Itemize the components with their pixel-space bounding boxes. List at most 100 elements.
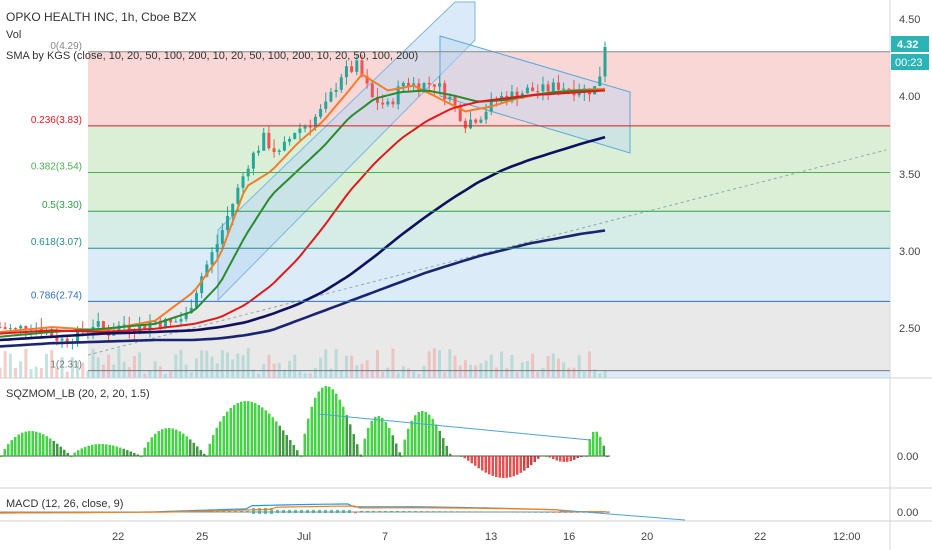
sqzmom-bar (122, 448, 125, 456)
macd-histogram-bar (408, 511, 411, 513)
sqzmom-bar (236, 403, 239, 456)
volume-bar (96, 357, 100, 378)
volume-bar (339, 369, 343, 378)
price-tick: 2.50 (899, 323, 920, 335)
sqzmom-bar (509, 456, 512, 478)
sqzmom-bar (56, 443, 59, 456)
sqzmom-bar (431, 418, 434, 456)
sqzmom-bar (310, 406, 313, 456)
macd-histogram-bar (570, 512, 573, 513)
volume-bar (536, 371, 540, 378)
volume-bar (329, 368, 333, 378)
sqzmom-bar (417, 412, 420, 456)
sqzmom-bar (331, 389, 334, 456)
volume-bar (577, 355, 581, 378)
price-axis[interactable]: 4.50 4.00 3.50 3.00 2.50 (899, 14, 920, 335)
volume-bar (153, 361, 157, 378)
sqzmom-bar (91, 444, 94, 456)
candle-body (169, 319, 173, 323)
sqzmom-bar (356, 444, 359, 456)
sqzmom-bar (119, 447, 122, 456)
candle-body (551, 82, 555, 92)
volume-bar (86, 370, 90, 378)
sqzmom-bar (580, 456, 583, 457)
candle-body (350, 66, 354, 72)
macd-histogram-bar (354, 512, 357, 514)
candle-body (556, 82, 560, 90)
sqzmom-bar (342, 406, 345, 456)
sqzmom-bar (296, 450, 299, 456)
macd-histogram-bar (348, 509, 351, 514)
candle-body (298, 128, 302, 133)
fib-band (88, 51, 890, 126)
candle-body (96, 321, 100, 327)
sqzmom-bar (602, 445, 605, 456)
macd-histogram-bar (252, 507, 255, 515)
fibonacci-labels: 0(4.29) 0.236(3.83) 0.382(3.54) 0.5(3.30) 0.… (31, 41, 890, 372)
macd-histogram-bar (420, 511, 423, 513)
sqzmom-bar (328, 386, 331, 456)
candle-body (489, 98, 493, 112)
sma-legend-label[interactable]: SMA by KGS (close, 10, 20, 50, 100, 200,… (6, 50, 418, 62)
candle-body (220, 230, 224, 244)
sqzmom-bar (410, 420, 413, 456)
macd-histogram-bar (486, 511, 489, 513)
volume-bar (319, 357, 323, 378)
candle-body (122, 324, 126, 326)
candle-body (267, 132, 271, 149)
sqzmom-bar (226, 411, 229, 456)
candle-body (458, 105, 462, 121)
macd-histogram-bar (456, 511, 459, 513)
sqzmom-bar (285, 435, 288, 456)
sqzmom-bar (360, 456, 363, 457)
macd-histogram-bar (228, 511, 231, 513)
macd-histogram-bar (504, 511, 507, 513)
sqzmom-bar (229, 407, 232, 456)
sqzmom-bar (400, 456, 403, 457)
macd-histogram-bar (240, 510, 243, 513)
sqzmom-legend[interactable]: SQZMOM_LB (20, 2, 20, 1.5) (6, 388, 150, 400)
candle-body (344, 66, 348, 78)
time-axis[interactable]: 22 25 Jul 7 13 16 20 22 12:00 (112, 531, 861, 543)
bar-countdown: 00:23 (895, 57, 923, 69)
sqzmom-bar (352, 434, 355, 456)
sqzmom-bar (136, 454, 139, 456)
sqzmom-bar (491, 456, 494, 476)
sqzmom-bar (94, 444, 97, 456)
candle-body (536, 91, 540, 93)
sqzmom-bar (275, 421, 278, 456)
symbol-title[interactable]: OPKO HEALTH INC, 1h, Cboe BZX (6, 10, 197, 24)
sqzmom-bar (87, 445, 90, 456)
sqzmom-bar (599, 436, 602, 456)
volume-bar (567, 367, 571, 378)
candle-body (448, 96, 452, 100)
volume-bar (531, 353, 535, 378)
sqzmom-bar (367, 427, 370, 456)
candle-body (463, 120, 467, 129)
macd-signal-line (0, 505, 607, 514)
macd-histogram-bar (216, 511, 219, 513)
macd-histogram-bar (222, 511, 225, 513)
sqzmom-bar (182, 433, 185, 456)
volume-bar (510, 355, 514, 378)
volume-label[interactable]: Vol (6, 29, 21, 41)
candle-body (179, 319, 183, 322)
sqzmom-bar (157, 431, 160, 456)
sqzmom-bar (66, 452, 69, 456)
fib-band (88, 370, 890, 378)
volume-bar (582, 371, 586, 378)
volume-bar (469, 364, 473, 378)
volume-bar (251, 369, 255, 378)
macd-histogram-bar (366, 510, 369, 513)
volume-bar (525, 361, 529, 378)
candle-body (334, 89, 338, 92)
sqzmom-bar (192, 442, 195, 456)
volume-bar (226, 352, 230, 378)
macd-legend[interactable]: MACD (12, 26, close, 9) (6, 498, 123, 510)
volume-bar (3, 351, 7, 378)
candle-body (194, 293, 198, 308)
sqzmom-bar (133, 452, 136, 456)
macd-histogram-bar (306, 509, 309, 514)
